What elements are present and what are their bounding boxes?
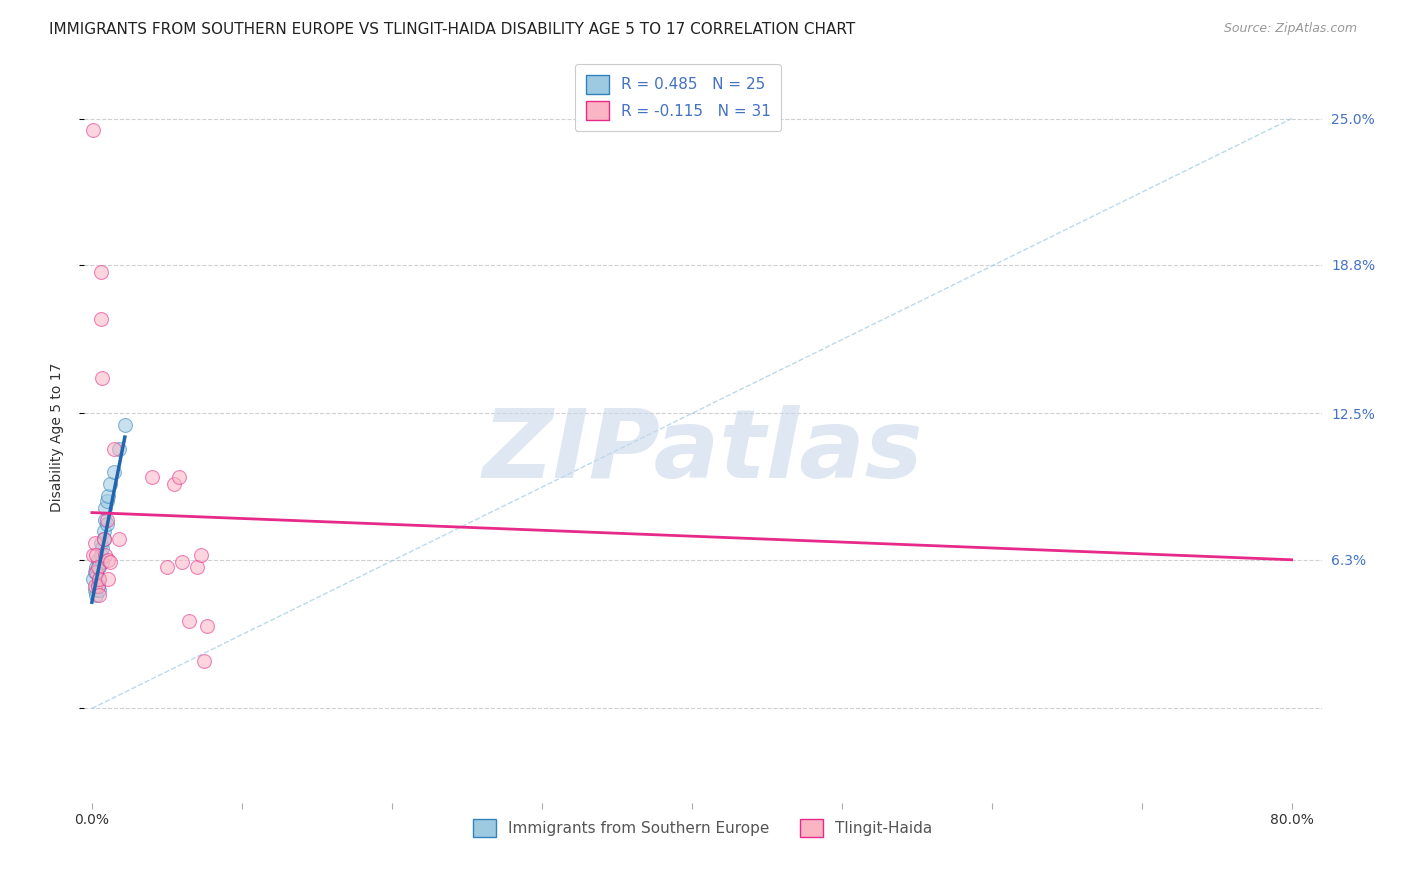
Point: [83, 565, 105, 579]
Point: [141, 470, 163, 484]
Point: [193, 654, 215, 668]
Point: [93, 532, 115, 546]
Point: [90, 312, 112, 326]
Point: [91, 555, 114, 569]
Point: [93, 532, 115, 546]
Point: [103, 466, 125, 480]
Point: [87, 553, 110, 567]
Point: [163, 477, 186, 491]
Point: [156, 559, 179, 574]
Legend: Immigrants from Southern Europe, Tlingit-Haida: Immigrants from Southern Europe, Tlingit…: [464, 809, 942, 847]
Point: [179, 614, 201, 628]
Point: [91, 541, 114, 555]
Point: [90, 536, 112, 550]
Point: [90, 265, 112, 279]
Point: [87, 559, 110, 574]
Point: [94, 500, 117, 515]
Point: [89, 588, 111, 602]
Point: [89, 559, 111, 574]
Point: [170, 555, 193, 569]
Point: [186, 559, 208, 574]
Point: [86, 548, 108, 562]
Point: [97, 489, 120, 503]
Point: [108, 532, 131, 546]
Point: [89, 572, 111, 586]
Point: [96, 517, 118, 532]
Point: [96, 513, 118, 527]
Point: [86, 565, 108, 579]
Point: [97, 553, 120, 567]
Point: [103, 442, 125, 456]
Text: ZIPatlas: ZIPatlas: [482, 405, 924, 499]
Point: [82, 123, 104, 137]
Point: [89, 572, 111, 586]
Point: [195, 619, 218, 633]
Point: [190, 548, 212, 562]
Point: [98, 477, 121, 491]
Point: [93, 524, 115, 539]
Point: [96, 493, 118, 508]
Point: [89, 583, 111, 598]
Y-axis label: Disability Age 5 to 17: Disability Age 5 to 17: [49, 362, 63, 512]
Point: [94, 513, 117, 527]
Point: [83, 536, 105, 550]
Point: [83, 579, 105, 593]
Point: [98, 555, 121, 569]
Point: [97, 572, 120, 586]
Point: [108, 442, 131, 456]
Point: [86, 588, 108, 602]
Point: [114, 418, 136, 433]
Text: Source: ZipAtlas.com: Source: ZipAtlas.com: [1223, 22, 1357, 36]
Point: [86, 559, 108, 574]
Point: [83, 583, 105, 598]
Point: [87, 579, 110, 593]
Point: [167, 470, 190, 484]
Point: [90, 548, 112, 562]
Point: [91, 371, 114, 385]
Point: [87, 579, 110, 593]
Point: [82, 548, 104, 562]
Point: [94, 548, 117, 562]
Text: IMMIGRANTS FROM SOUTHERN EUROPE VS TLINGIT-HAIDA DISABILITY AGE 5 TO 17 CORRELAT: IMMIGRANTS FROM SOUTHERN EUROPE VS TLING…: [49, 22, 855, 37]
Point: [82, 572, 104, 586]
